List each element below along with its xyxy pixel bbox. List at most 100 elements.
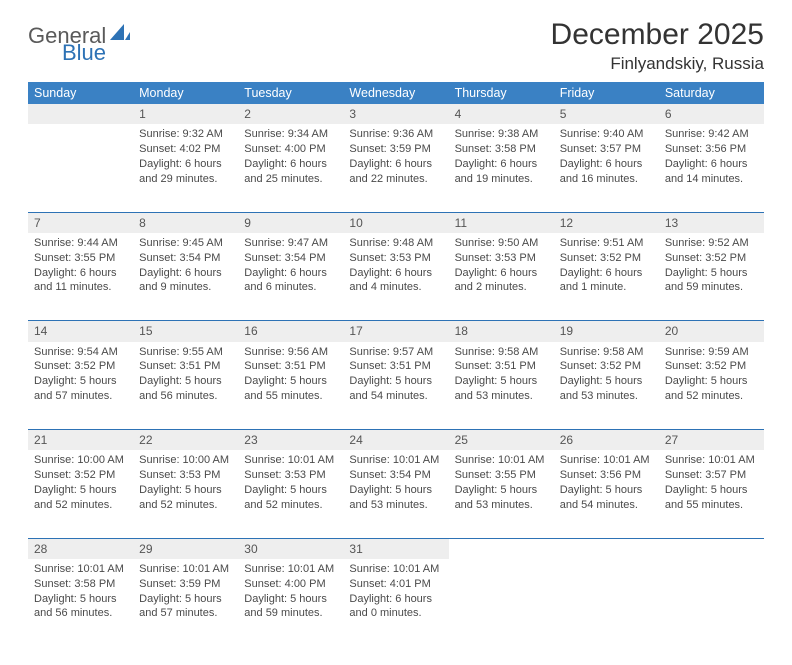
- sail-icon: [110, 24, 130, 45]
- sunrise-text: Sunrise: 9:54 AM: [34, 345, 127, 360]
- sunset-text: Sunset: 3:53 PM: [349, 251, 442, 266]
- sunrise-text: Sunrise: 10:01 AM: [244, 562, 337, 577]
- day-cell-body: Sunrise: 10:00 AMSunset: 3:53 PMDaylight…: [133, 450, 238, 518]
- weekday-header-row: Sunday Monday Tuesday Wednesday Thursday…: [28, 82, 764, 104]
- day-number: 27: [659, 430, 764, 451]
- day2-text: and 1 minute.: [560, 280, 653, 295]
- sunset-text: Sunset: 3:52 PM: [34, 468, 127, 483]
- day-number: 28: [28, 538, 133, 559]
- sunset-text: Sunset: 3:57 PM: [560, 142, 653, 157]
- sunrise-text: Sunrise: 9:32 AM: [139, 127, 232, 142]
- day-number: [28, 104, 133, 124]
- sunset-text: Sunset: 3:53 PM: [139, 468, 232, 483]
- day1-text: Daylight: 5 hours: [34, 483, 127, 498]
- day2-text: and 0 minutes.: [349, 606, 442, 621]
- sunset-text: Sunset: 3:58 PM: [34, 577, 127, 592]
- day-cell: Sunrise: 10:00 AMSunset: 3:53 PMDaylight…: [133, 450, 238, 538]
- day-cell-body: Sunrise: 10:01 AMSunset: 4:01 PMDaylight…: [343, 559, 448, 627]
- day2-text: and 54 minutes.: [349, 389, 442, 404]
- day-number: 7: [28, 212, 133, 233]
- day1-text: Daylight: 5 hours: [665, 483, 758, 498]
- day1-text: Daylight: 5 hours: [455, 483, 548, 498]
- day-cell-body: Sunrise: 9:47 AMSunset: 3:54 PMDaylight:…: [238, 233, 343, 301]
- day1-text: Daylight: 5 hours: [560, 483, 653, 498]
- day2-text: and 6 minutes.: [244, 280, 337, 295]
- day-cell-body: Sunrise: 9:50 AMSunset: 3:53 PMDaylight:…: [449, 233, 554, 301]
- day1-text: Daylight: 5 hours: [349, 374, 442, 389]
- sunrise-text: Sunrise: 9:58 AM: [455, 345, 548, 360]
- day-cell: Sunrise: 9:38 AMSunset: 3:58 PMDaylight:…: [449, 124, 554, 212]
- day-number: 21: [28, 430, 133, 451]
- day-cell-body: Sunrise: 10:01 AMSunset: 3:53 PMDaylight…: [238, 450, 343, 518]
- day1-text: Daylight: 5 hours: [244, 592, 337, 607]
- day-number: [554, 538, 659, 559]
- sunset-text: Sunset: 3:59 PM: [139, 577, 232, 592]
- logo-word2: Blue: [62, 42, 106, 64]
- sunrise-text: Sunrise: 9:55 AM: [139, 345, 232, 360]
- day2-text: and 56 minutes.: [34, 606, 127, 621]
- day-number: 30: [238, 538, 343, 559]
- sunrise-text: Sunrise: 9:44 AM: [34, 236, 127, 251]
- day-cell: Sunrise: 9:54 AMSunset: 3:52 PMDaylight:…: [28, 342, 133, 430]
- day2-text: and 16 minutes.: [560, 172, 653, 187]
- day-number: 19: [554, 321, 659, 342]
- day-cell: Sunrise: 9:45 AMSunset: 3:54 PMDaylight:…: [133, 233, 238, 321]
- sunrise-text: Sunrise: 9:59 AM: [665, 345, 758, 360]
- day-number: 6: [659, 104, 764, 124]
- day1-text: Daylight: 6 hours: [139, 266, 232, 281]
- day-cell-body: Sunrise: 10:00 AMSunset: 3:52 PMDaylight…: [28, 450, 133, 518]
- sunrise-text: Sunrise: 9:34 AM: [244, 127, 337, 142]
- day2-text: and 25 minutes.: [244, 172, 337, 187]
- day-cell: Sunrise: 10:01 AMSunset: 3:59 PMDaylight…: [133, 559, 238, 647]
- sunrise-text: Sunrise: 9:42 AM: [665, 127, 758, 142]
- sunset-text: Sunset: 3:52 PM: [560, 359, 653, 374]
- day2-text: and 52 minutes.: [34, 498, 127, 513]
- day1-text: Daylight: 5 hours: [244, 483, 337, 498]
- day-cell-body: Sunrise: 9:55 AMSunset: 3:51 PMDaylight:…: [133, 342, 238, 410]
- day2-text: and 19 minutes.: [455, 172, 548, 187]
- day1-text: Daylight: 5 hours: [139, 592, 232, 607]
- day-cell-body: Sunrise: 9:51 AMSunset: 3:52 PMDaylight:…: [554, 233, 659, 301]
- day1-text: Daylight: 6 hours: [455, 266, 548, 281]
- sunset-text: Sunset: 3:56 PM: [560, 468, 653, 483]
- day-number: 8: [133, 212, 238, 233]
- day2-text: and 54 minutes.: [560, 498, 653, 513]
- day-cell: Sunrise: 9:42 AMSunset: 3:56 PMDaylight:…: [659, 124, 764, 212]
- day-cell-body: Sunrise: 9:34 AMSunset: 4:00 PMDaylight:…: [238, 124, 343, 192]
- day-number: 2: [238, 104, 343, 124]
- weekday-header: Wednesday: [343, 82, 448, 104]
- day-cell: Sunrise: 9:58 AMSunset: 3:52 PMDaylight:…: [554, 342, 659, 430]
- day-cell-body: Sunrise: 9:38 AMSunset: 3:58 PMDaylight:…: [449, 124, 554, 192]
- week-row: Sunrise: 9:54 AM Sunset: 3:52 PM Daylight:…: [28, 342, 764, 430]
- sunrise-text: Sunrise: 9:57 AM: [349, 345, 442, 360]
- day2-text: and 53 minutes.: [560, 389, 653, 404]
- sunset-text: Sunset: 4:01 PM: [349, 577, 442, 592]
- day-cell-body: Sunrise: 10:01 AMSunset: 3:59 PMDaylight…: [133, 559, 238, 627]
- day-cell-body: Sunrise: 9:32 AMSunset: 4:02 PMDaylight:…: [133, 124, 238, 192]
- day1-text: Daylight: 6 hours: [560, 266, 653, 281]
- sunrise-text: Sunrise: 10:01 AM: [455, 453, 548, 468]
- day2-text: and 52 minutes.: [244, 498, 337, 513]
- day-cell-body: Sunrise: 9:36 AMSunset: 3:59 PMDaylight:…: [343, 124, 448, 192]
- day-number: 4: [449, 104, 554, 124]
- day-cell: Sunrise: 9:55 AMSunset: 3:51 PMDaylight:…: [133, 342, 238, 430]
- day-cell-body: Sunrise: 10:01 AMSunset: 3:57 PMDaylight…: [659, 450, 764, 518]
- sunrise-text: Sunrise: 9:50 AM: [455, 236, 548, 251]
- day-number: 22: [133, 430, 238, 451]
- logo: General Blue: [28, 18, 132, 47]
- day2-text: and 2 minutes.: [455, 280, 548, 295]
- day-cell-body: Sunrise: 9:40 AMSunset: 3:57 PMDaylight:…: [554, 124, 659, 192]
- day2-text: and 11 minutes.: [34, 280, 127, 295]
- day-number: 9: [238, 212, 343, 233]
- day-cell-body: Sunrise: 9:58 AMSunset: 3:51 PMDaylight:…: [449, 342, 554, 410]
- sunset-text: Sunset: 3:54 PM: [139, 251, 232, 266]
- day2-text: and 56 minutes.: [139, 389, 232, 404]
- day-number: 1: [133, 104, 238, 124]
- day-cell: Sunrise: 9:50 AMSunset: 3:53 PMDaylight:…: [449, 233, 554, 321]
- week-row: Sunrise: 9:44 AMSunset: 3:55 PMDaylight:…: [28, 233, 764, 321]
- sunset-text: Sunset: 3:58 PM: [455, 142, 548, 157]
- sunrise-text: Sunrise: 9:38 AM: [455, 127, 548, 142]
- day-number: 15: [133, 321, 238, 342]
- day1-text: Daylight: 5 hours: [34, 374, 127, 389]
- day-number: 31: [343, 538, 448, 559]
